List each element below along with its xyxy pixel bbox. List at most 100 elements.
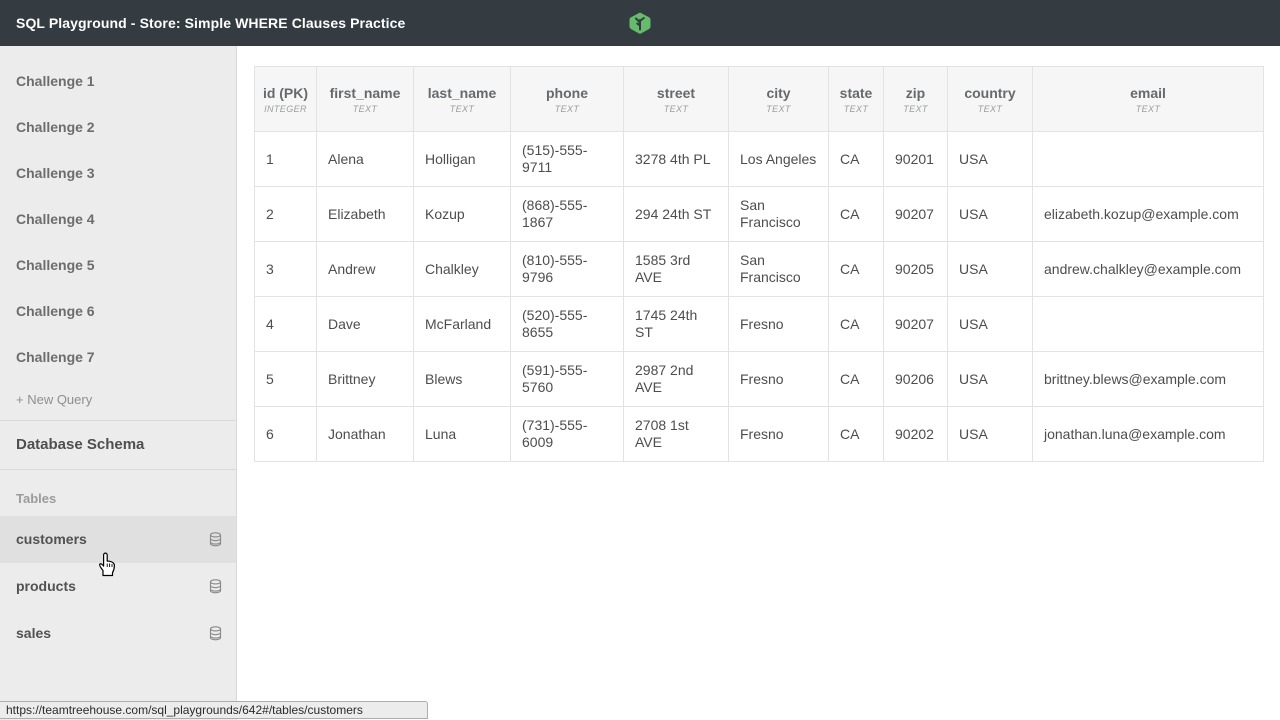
table-cell: San Francisco <box>728 241 829 297</box>
table-row: 2 Elizabeth Kozup (868)-555-1867 294 24th ST… <box>254 186 1264 242</box>
sidebar: Challenge 1 Challenge 2 Challenge 3 Challen… <box>0 46 237 720</box>
sidebar-item-challenge-5[interactable]: Challenge 5 <box>16 257 95 273</box>
sidebar-item-challenge-4[interactable]: Challenge 4 <box>16 211 95 227</box>
column-type: TEXT <box>352 103 378 114</box>
table-cell: CA <box>828 131 884 187</box>
table-cell: 2 <box>254 186 317 242</box>
table-row: 6 Jonathan Luna (731)-555-6009 2708 1st AVE F… <box>254 406 1264 462</box>
table-cell: 90207 <box>883 296 948 352</box>
column-header-city: city TEXT <box>728 66 829 132</box>
table-cell: (591)-555-5760 <box>510 351 624 407</box>
table-cell: 90205 <box>883 241 948 297</box>
table-cell: Andrew <box>316 241 414 297</box>
column-header-phone: phone TEXT <box>510 66 624 132</box>
column-type: TEXT <box>843 103 869 114</box>
table-cell: San Francisco <box>728 186 829 242</box>
table-cell: 2708 1st AVE <box>623 406 729 462</box>
table-cell: Blews <box>413 351 511 407</box>
table-cell: 1745 24th ST <box>623 296 729 352</box>
table-cell: jonathan.luna@example.com <box>1032 406 1264 462</box>
column-name: email <box>1130 84 1166 101</box>
sidebar-item-database-schema[interactable]: Database Schema <box>16 436 145 453</box>
table-cell: USA <box>947 351 1033 407</box>
table-cell: Brittney <box>316 351 414 407</box>
table-cell: Luna <box>413 406 511 462</box>
sidebar-item-table-customers[interactable]: customers <box>0 516 236 563</box>
column-type: TEXT <box>663 103 689 114</box>
column-name: country <box>964 84 1016 101</box>
column-header-last_name: last_name TEXT <box>413 66 511 132</box>
column-name: first_name <box>329 84 401 101</box>
database-icon <box>209 531 222 546</box>
table-cell: 3 <box>254 241 317 297</box>
column-header-id: id (PK) INTEGER <box>254 66 317 132</box>
table-cell: USA <box>947 296 1033 352</box>
sidebar-item-challenge-7[interactable]: Challenge 7 <box>16 349 95 365</box>
table-row: 3 Andrew Chalkley (810)-555-9796 1585 3rd AV… <box>254 241 1264 297</box>
divider <box>0 420 236 421</box>
column-header-country: country TEXT <box>947 66 1033 132</box>
table-cell <box>1032 296 1264 352</box>
table-cell: Kozup <box>413 186 511 242</box>
table-cell: Fresno <box>728 296 829 352</box>
table-cell: 5 <box>254 351 317 407</box>
column-name: state <box>839 84 873 101</box>
column-name: street <box>656 84 696 101</box>
table-cell: (520)-555-8655 <box>510 296 624 352</box>
table-cell: (515)-555-9711 <box>510 131 624 187</box>
sidebar-item-challenge-6[interactable]: Challenge 6 <box>16 303 95 319</box>
table-cell: USA <box>947 131 1033 187</box>
table-cell: 3278 4th PL <box>623 131 729 187</box>
column-name: phone <box>546 84 588 101</box>
sidebar-item-table-sales[interactable]: sales <box>0 610 236 657</box>
challenge-list: Challenge 1 Challenge 2 Challenge 3 Challen… <box>0 46 236 380</box>
table-cell: 1 <box>254 131 317 187</box>
column-header-zip: zip TEXT <box>883 66 948 132</box>
column-header-state: state TEXT <box>828 66 884 132</box>
table-cell: CA <box>828 406 884 462</box>
table-cell: 90207 <box>883 186 948 242</box>
sidebar-item-challenge-1[interactable]: Challenge 1 <box>16 73 95 89</box>
table-cell: Alena <box>316 131 414 187</box>
table-cell: (810)-555-9796 <box>510 241 624 297</box>
table-cell: McFarland <box>413 296 511 352</box>
table-item-label: sales <box>16 625 52 641</box>
table-cell: CA <box>828 351 884 407</box>
app-title: SQL Playground - Store: Simple WHERE Cla… <box>16 15 406 31</box>
app-titlebar: SQL Playground - Store: Simple WHERE Cla… <box>0 0 1280 46</box>
table-cell: 90206 <box>883 351 948 407</box>
status-url-tooltip: https://teamtreehouse.com/sql_playground… <box>0 701 428 719</box>
table-cell: 4 <box>254 296 317 352</box>
sidebar-item-challenge-2[interactable]: Challenge 2 <box>16 119 95 135</box>
table-cell: Fresno <box>728 351 829 407</box>
table-cell: elizabeth.kozup@example.com <box>1032 186 1264 242</box>
table-list: customers products sales <box>0 516 236 657</box>
table-cell: Chalkley <box>413 241 511 297</box>
table-cell: 1585 3rd AVE <box>623 241 729 297</box>
column-header-email: email TEXT <box>1032 66 1264 132</box>
table-cell: USA <box>947 241 1033 297</box>
table-cell: CA <box>828 241 884 297</box>
database-icon <box>209 578 222 593</box>
table-row: 5 Brittney Blews (591)-555-5760 2987 2nd AVE… <box>254 351 1264 407</box>
table-cell: CA <box>828 296 884 352</box>
sidebar-item-table-products[interactable]: products <box>0 563 236 610</box>
table-cell: (731)-555-6009 <box>510 406 624 462</box>
table-cell: CA <box>828 186 884 242</box>
sidebar-item-challenge-3[interactable]: Challenge 3 <box>16 165 95 181</box>
divider <box>0 469 236 470</box>
table-cell: 2987 2nd AVE <box>623 351 729 407</box>
column-type: TEXT <box>903 103 928 114</box>
new-query-button[interactable]: + New Query <box>16 392 93 407</box>
table-item-label: products <box>16 578 76 594</box>
column-type: TEXT <box>554 103 580 114</box>
column-type: INTEGER <box>264 103 307 114</box>
main-content: id (PK) INTEGER first_name TEXT last_name TEX… <box>237 46 1280 720</box>
database-icon <box>209 625 222 640</box>
table-cell: Jonathan <box>316 406 414 462</box>
results-table-body: 1 Alena Holligan (515)-555-9711 3278 4th PL L… <box>254 131 1264 462</box>
results-table: id (PK) INTEGER first_name TEXT last_name TEX… <box>254 66 1264 462</box>
column-name: last_name <box>427 84 497 101</box>
table-cell <box>1032 131 1264 187</box>
table-cell: 294 24th ST <box>623 186 729 242</box>
